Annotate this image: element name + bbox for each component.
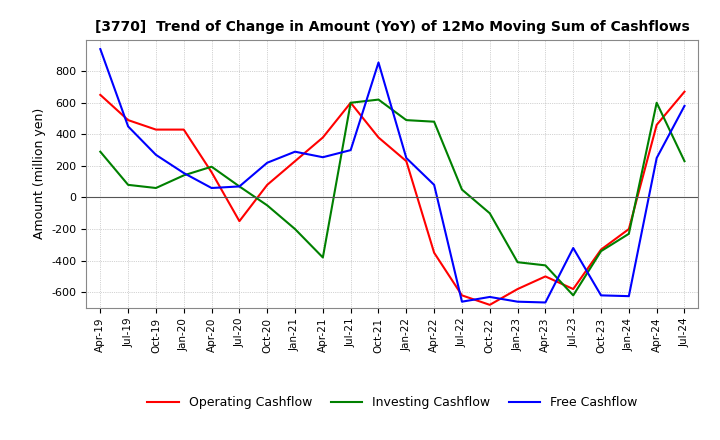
Free Cashflow [569,246,577,251]
Free Cashflow [124,124,132,129]
Investing Cashflow [541,263,550,268]
Free Cashflow [318,154,327,160]
Operating Cashflow [680,89,689,94]
Operating Cashflow [597,247,606,252]
Title: [3770]  Trend of Change in Amount (YoY) of 12Mo Moving Sum of Cashflows: [3770] Trend of Change in Amount (YoY) o… [95,20,690,34]
Operating Cashflow [152,127,161,132]
Free Cashflow [346,147,355,153]
Investing Cashflow [430,119,438,125]
Free Cashflow [458,299,467,304]
Investing Cashflow [152,185,161,191]
Free Cashflow [179,170,188,176]
Investing Cashflow [207,164,216,169]
Operating Cashflow [318,135,327,140]
Free Cashflow [485,294,494,300]
Free Cashflow [652,155,661,161]
Free Cashflow [207,185,216,191]
Free Cashflow [597,293,606,298]
Investing Cashflow [458,187,467,192]
Operating Cashflow [207,169,216,175]
Free Cashflow [402,155,410,161]
Free Cashflow [541,300,550,305]
Free Cashflow [624,293,633,299]
Free Cashflow [513,299,522,304]
Y-axis label: Amount (million yen): Amount (million yen) [33,108,46,239]
Operating Cashflow [291,158,300,164]
Legend: Operating Cashflow, Investing Cashflow, Free Cashflow: Operating Cashflow, Investing Cashflow, … [143,392,642,414]
Free Cashflow [235,184,243,189]
Line: Operating Cashflow: Operating Cashflow [100,92,685,305]
Operating Cashflow [513,286,522,292]
Investing Cashflow [569,293,577,298]
Investing Cashflow [597,249,606,254]
Operating Cashflow [541,274,550,279]
Operating Cashflow [346,100,355,106]
Investing Cashflow [680,158,689,164]
Operating Cashflow [652,122,661,128]
Operating Cashflow [402,158,410,164]
Operating Cashflow [374,135,383,140]
Free Cashflow [96,47,104,52]
Line: Free Cashflow: Free Cashflow [100,49,685,302]
Operating Cashflow [458,293,467,298]
Free Cashflow [680,103,689,109]
Investing Cashflow [513,260,522,265]
Operating Cashflow [569,286,577,292]
Investing Cashflow [263,203,271,208]
Investing Cashflow [179,173,188,178]
Free Cashflow [430,182,438,187]
Operating Cashflow [430,250,438,255]
Free Cashflow [374,60,383,65]
Operating Cashflow [235,219,243,224]
Operating Cashflow [179,127,188,132]
Investing Cashflow [374,97,383,102]
Investing Cashflow [624,231,633,236]
Operating Cashflow [263,182,271,187]
Investing Cashflow [318,255,327,260]
Investing Cashflow [402,117,410,123]
Line: Investing Cashflow: Investing Cashflow [100,99,685,295]
Free Cashflow [152,152,161,158]
Investing Cashflow [96,149,104,154]
Investing Cashflow [291,227,300,232]
Investing Cashflow [485,211,494,216]
Investing Cashflow [346,100,355,106]
Operating Cashflow [624,227,633,232]
Investing Cashflow [124,182,132,187]
Free Cashflow [263,160,271,165]
Investing Cashflow [652,100,661,106]
Operating Cashflow [485,302,494,308]
Investing Cashflow [235,184,243,189]
Operating Cashflow [96,92,104,98]
Operating Cashflow [124,117,132,123]
Free Cashflow [291,149,300,154]
